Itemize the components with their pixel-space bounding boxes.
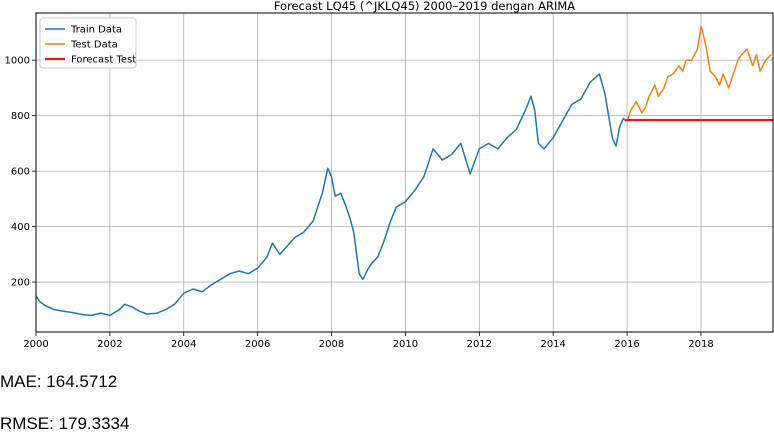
x-tick-label: 2004 <box>171 339 196 350</box>
x-tick-label: 2014 <box>540 339 565 350</box>
y-tick-label: 800 <box>11 111 30 122</box>
legend: Train Data Test Data Forecast Test <box>39 17 137 69</box>
legend-box <box>39 17 137 69</box>
axes-frame <box>35 12 774 333</box>
x-tick-label: 2000 <box>23 339 48 350</box>
rmse-metric: RMSE: 179.3334 <box>0 414 130 433</box>
y-tick-label: 400 <box>11 222 30 233</box>
test-data-line <box>626 26 772 122</box>
y-tick-label: 600 <box>11 167 30 178</box>
train-data-line <box>35 73 627 317</box>
chart-title: Forecast LQ45 (^JKLQ45) 2000–2019 dengan… <box>274 0 575 13</box>
x-tick-label: 2002 <box>97 339 122 350</box>
plot-area <box>36 13 773 332</box>
x-tick-label: 2010 <box>393 339 418 350</box>
x-tick-label: 2016 <box>614 339 639 350</box>
x-tick-label: 2012 <box>467 339 492 350</box>
x-tick-label: 2008 <box>319 339 344 350</box>
y-tick-label: 200 <box>11 278 30 289</box>
legend-label-train-data: Train Data <box>70 25 122 36</box>
mae-metric: MAE: 164.5712 <box>0 372 118 391</box>
x-tick-label: 2018 <box>688 339 713 350</box>
legend-label-test-data: Test Data <box>70 40 118 51</box>
x-tick-label: 2006 <box>245 339 270 350</box>
y-tick-label: 1000 <box>5 56 30 67</box>
legend-label-forecast-test: Forecast Test <box>71 55 136 66</box>
